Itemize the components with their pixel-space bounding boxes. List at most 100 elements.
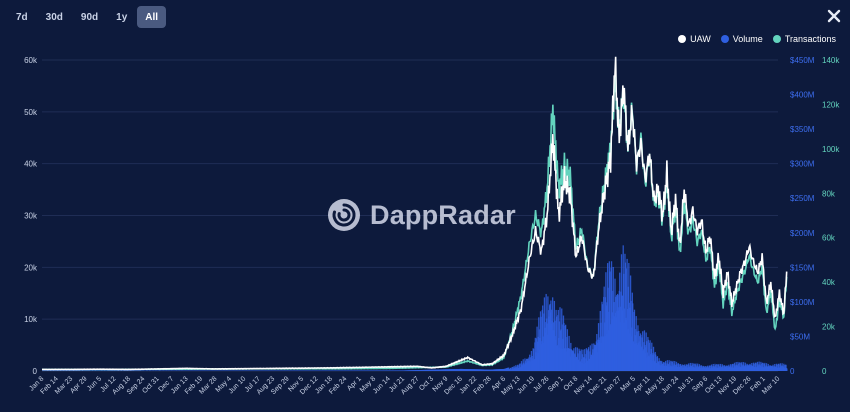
volume-bar xyxy=(644,353,646,371)
volume-bar xyxy=(674,364,676,371)
volume-bar xyxy=(650,359,652,371)
volume-bar xyxy=(745,367,748,371)
volume-bar xyxy=(321,370,323,371)
y-left-tick-label: 20k xyxy=(24,263,38,272)
volume-bar xyxy=(555,339,557,371)
range-button-30d[interactable]: 30d xyxy=(45,11,63,23)
volume-bar xyxy=(403,370,405,371)
volume-bar xyxy=(627,286,630,371)
volume-bar xyxy=(660,360,662,371)
y-left-tick-label: 60k xyxy=(24,56,38,65)
volume-bar xyxy=(568,348,571,371)
volume-bar xyxy=(671,366,673,371)
volume-bar xyxy=(677,363,680,371)
volume-bar xyxy=(372,370,374,371)
volume-bar xyxy=(607,330,610,371)
volume-bar xyxy=(565,348,567,371)
volume-bar xyxy=(361,370,364,371)
legend-item-uaw[interactable]: UAW xyxy=(678,34,711,44)
volume-bar xyxy=(490,369,492,371)
volume-bar xyxy=(587,360,589,371)
volume-bar xyxy=(609,325,611,371)
y-volume-tick-label: $400M xyxy=(790,91,815,100)
range-button-7d[interactable]: 7d xyxy=(16,11,28,23)
volume-bar xyxy=(461,368,463,371)
volume-bar xyxy=(497,369,499,371)
close-icon[interactable] xyxy=(826,8,842,24)
volume-bar xyxy=(496,369,498,371)
volume-bar xyxy=(576,347,578,371)
volume-bar xyxy=(550,323,553,371)
volume-bar xyxy=(743,365,745,371)
range-button-90d[interactable]: 90d xyxy=(80,11,99,23)
volume-bar xyxy=(464,369,466,371)
volume-bar xyxy=(585,348,588,371)
volume-bar xyxy=(509,367,511,371)
volume-bar xyxy=(513,365,515,371)
volume-bar xyxy=(494,369,496,371)
volume-bar xyxy=(406,370,408,371)
volume-bar xyxy=(491,369,493,371)
volume-bar xyxy=(652,355,654,371)
volume-bar xyxy=(780,368,782,371)
volume-bar xyxy=(534,342,536,371)
volume-bar xyxy=(329,370,331,371)
volume-bar xyxy=(710,364,713,371)
volume-bar xyxy=(494,369,497,371)
volume-bar xyxy=(625,320,627,371)
volume-bar xyxy=(472,369,475,371)
volume-bar xyxy=(683,367,685,371)
volume-bar xyxy=(425,369,427,371)
volume-bar xyxy=(647,337,649,371)
volume-bar xyxy=(315,370,317,371)
volume-bar xyxy=(486,369,488,371)
legend-item-volume[interactable]: Volume xyxy=(720,34,763,44)
volume-bar xyxy=(603,296,605,371)
volume-bar xyxy=(526,358,528,371)
volume-bar xyxy=(606,302,608,371)
volume-bar xyxy=(592,355,595,371)
volume-bar xyxy=(333,370,336,371)
volume-bar xyxy=(651,353,653,371)
volume-bar xyxy=(710,368,712,371)
volume-bar xyxy=(349,370,351,371)
volume-bar xyxy=(522,359,524,371)
volume-bar xyxy=(587,348,589,371)
volume-bar xyxy=(548,319,550,371)
volume-bar xyxy=(455,369,458,371)
volume-bar xyxy=(428,369,430,371)
volume-bar xyxy=(323,370,326,371)
volume-bar xyxy=(413,370,415,371)
volume-bar xyxy=(566,337,568,371)
volume-bar xyxy=(311,370,314,371)
volume-bar xyxy=(555,309,557,371)
volume-bar xyxy=(498,369,500,371)
legend-item-transactions[interactable]: Transactions xyxy=(772,34,836,44)
volume-bar xyxy=(683,365,685,371)
volume-bar xyxy=(714,363,716,371)
volume-bar xyxy=(522,362,525,371)
volume-bar xyxy=(742,367,744,371)
volume-bar xyxy=(677,366,679,371)
volume-bar xyxy=(437,369,439,371)
range-button-all[interactable]: All xyxy=(137,6,167,28)
volume-bar xyxy=(613,315,615,371)
volume-bar xyxy=(709,365,711,371)
volume-bar xyxy=(655,362,658,371)
x-tick-label: Nov 9 xyxy=(432,375,450,393)
volume-bar xyxy=(556,345,558,371)
volume-bar xyxy=(313,370,315,371)
range-button-1y[interactable]: 1y xyxy=(116,11,128,23)
volume-bar xyxy=(730,365,732,371)
volume-bar xyxy=(312,370,314,371)
volume-bar xyxy=(433,369,435,371)
volume-bar xyxy=(780,366,782,371)
volume-bar xyxy=(322,370,325,371)
volume-bar xyxy=(618,290,620,371)
volume-bar xyxy=(653,361,656,371)
volume-bar xyxy=(341,370,343,371)
volume-bar xyxy=(737,363,740,371)
volume-bar xyxy=(372,370,375,371)
volume-bar xyxy=(661,361,663,371)
volume-bar xyxy=(473,369,475,371)
